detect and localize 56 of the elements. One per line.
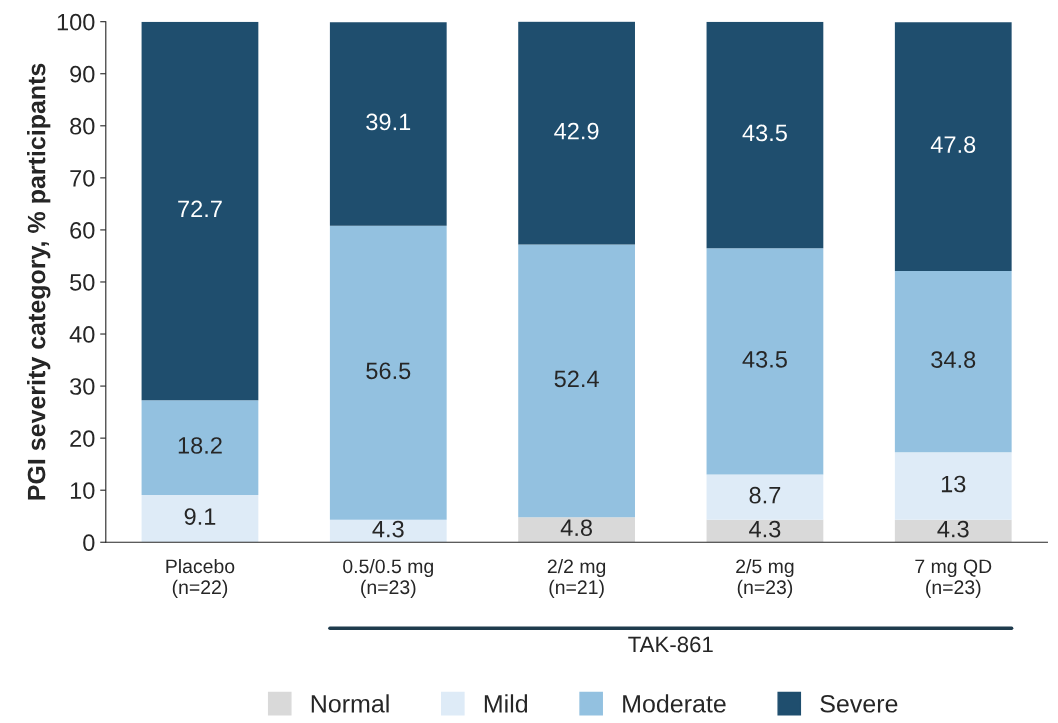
data-label: 8.7	[749, 486, 781, 504]
legend-label: Severe	[820, 694, 898, 713]
y-tick-label: 50	[70, 274, 95, 291]
data-label: 72.7	[178, 200, 222, 218]
bar	[894, 22, 1012, 272]
y-tick-label: 70	[70, 169, 95, 187]
data-label: 39.1	[366, 113, 411, 131]
y-tick-label: 90	[70, 65, 95, 83]
y-tick-label: 30	[70, 378, 95, 395]
y-tick-label: 80	[70, 117, 95, 135]
y-axis-title: PGI severity category, % participants	[27, 63, 51, 500]
bar	[706, 248, 824, 475]
y-tick-label: 40	[69, 326, 95, 343]
data-label: 34.8	[931, 351, 976, 368]
bar	[141, 494, 259, 543]
y-tick-label: 10	[70, 482, 95, 499]
bar	[706, 519, 824, 543]
bar	[329, 225, 447, 520]
y-tick-label: 100	[57, 13, 95, 31]
data-label: 56.5	[366, 362, 411, 380]
bar	[141, 21, 259, 401]
y-tick-label: 60	[70, 221, 95, 239]
data-label: 47.8	[930, 136, 976, 153]
bar	[706, 21, 824, 249]
bar	[329, 22, 447, 226]
bar	[329, 519, 447, 543]
data-label: 13	[941, 475, 966, 493]
bar	[894, 271, 1012, 453]
x-tick-label: 7 mg QD (n=23)	[915, 559, 992, 598]
bar	[706, 474, 824, 520]
data-label: 4.3	[749, 520, 781, 538]
x-tick-label: Placebo (n=22)	[166, 558, 235, 598]
bar	[518, 21, 635, 245]
data-label: 9.1	[184, 508, 216, 525]
y-tick-label: 20	[70, 430, 95, 447]
bar	[518, 517, 635, 543]
x-tick-label: 2/2 mg (n=21)	[547, 558, 606, 598]
y-tick-label: 0	[83, 534, 95, 552]
data-label: 42.9	[554, 122, 599, 140]
data-label: 4.8	[560, 519, 592, 537]
legend-label: Normal	[311, 694, 389, 713]
data-label: 43.5	[742, 350, 787, 368]
legend-label: Moderate	[623, 694, 726, 713]
bar	[894, 452, 1012, 520]
data-label: 52.4	[554, 370, 599, 388]
data-label: 43.5	[742, 124, 787, 142]
text: TAK-861	[628, 636, 713, 653]
x-tick-label: 0.5/0.5 mg (n=23)	[343, 558, 433, 598]
data-label: 4.3	[372, 520, 404, 538]
bar	[141, 400, 259, 495]
legend-label: Mild	[484, 694, 528, 713]
bar	[894, 519, 1012, 543]
data-label: 18.2	[178, 437, 222, 454]
x-tick-label: 2/5 mg (n=23)	[736, 558, 794, 598]
data-label: 4.3	[937, 520, 969, 538]
bar	[518, 244, 635, 518]
